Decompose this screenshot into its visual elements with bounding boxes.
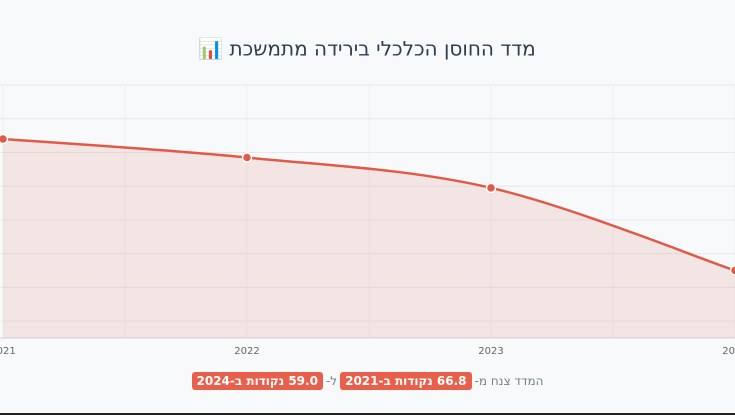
point <box>485 182 497 194</box>
point <box>729 265 735 276</box>
caption-text: המדד צנח מ- <box>474 374 544 388</box>
caption: המדד צנח מ- 66.8 נקודות ב-2021 ל- 59.0 נ… <box>0 372 735 390</box>
caption-badge: 66.8 נקודות ב-2021 <box>340 372 472 390</box>
x-tick-label: 2023 <box>478 346 503 357</box>
point <box>241 152 253 163</box>
caption-badge: 59.0 נקודות ב-2024 <box>191 372 323 390</box>
chart-title: 📊 מדד החוסן הכלכלי בירידה מתמשכת <box>198 37 536 61</box>
x-tick-label: 2024 <box>722 346 735 357</box>
x-tick-label: 2021 <box>0 346 16 357</box>
caption-text: ל- <box>325 374 338 388</box>
area <box>3 138 735 338</box>
x-tick-label: 2022 <box>234 346 259 357</box>
point <box>0 133 9 145</box>
bottom-border <box>0 413 735 415</box>
line <box>2 137 735 272</box>
